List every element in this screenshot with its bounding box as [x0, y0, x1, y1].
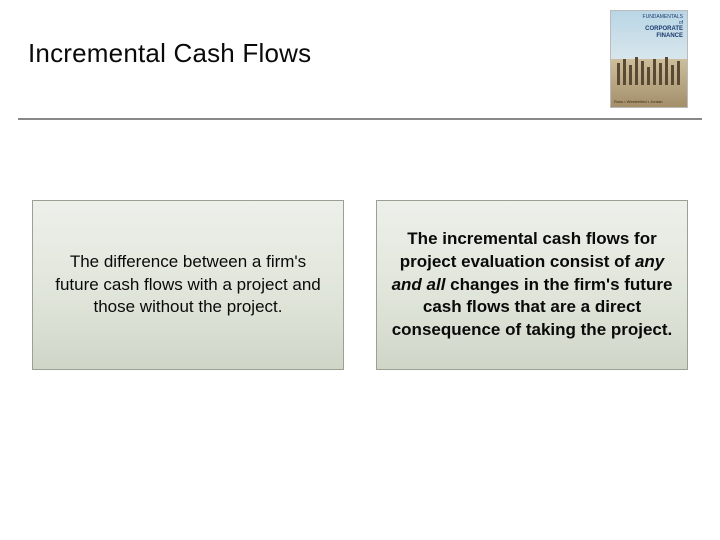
slide: Incremental Cash Flows FUNDAMENTALS of C…	[0, 0, 720, 540]
definition-card-left: The difference between a firm's future c…	[32, 200, 344, 370]
book-line1: FUNDAMENTALS	[643, 14, 683, 20]
book-title-text: FUNDAMENTALS of CORPORATE FINANCE	[643, 15, 683, 39]
book-line3: CORPORATE	[645, 26, 683, 32]
book-line4: FINANCE	[656, 33, 683, 39]
header-divider	[18, 118, 702, 120]
book-authors: Ross • Westerfield • Jordan	[614, 100, 663, 104]
book-line2: of	[679, 20, 683, 26]
definition-text-right: The incremental cash flows for project e…	[391, 228, 673, 343]
book-fence	[615, 55, 683, 85]
content-area: The difference between a firm's future c…	[32, 200, 688, 370]
definition-text-left: The difference between a firm's future c…	[47, 251, 329, 320]
definition-card-right: The incremental cash flows for project e…	[376, 200, 688, 370]
book-cover-icon: FUNDAMENTALS of CORPORATE FINANCE Ross •…	[610, 10, 688, 108]
right-lead: The incremental cash flows for project e…	[400, 229, 657, 271]
